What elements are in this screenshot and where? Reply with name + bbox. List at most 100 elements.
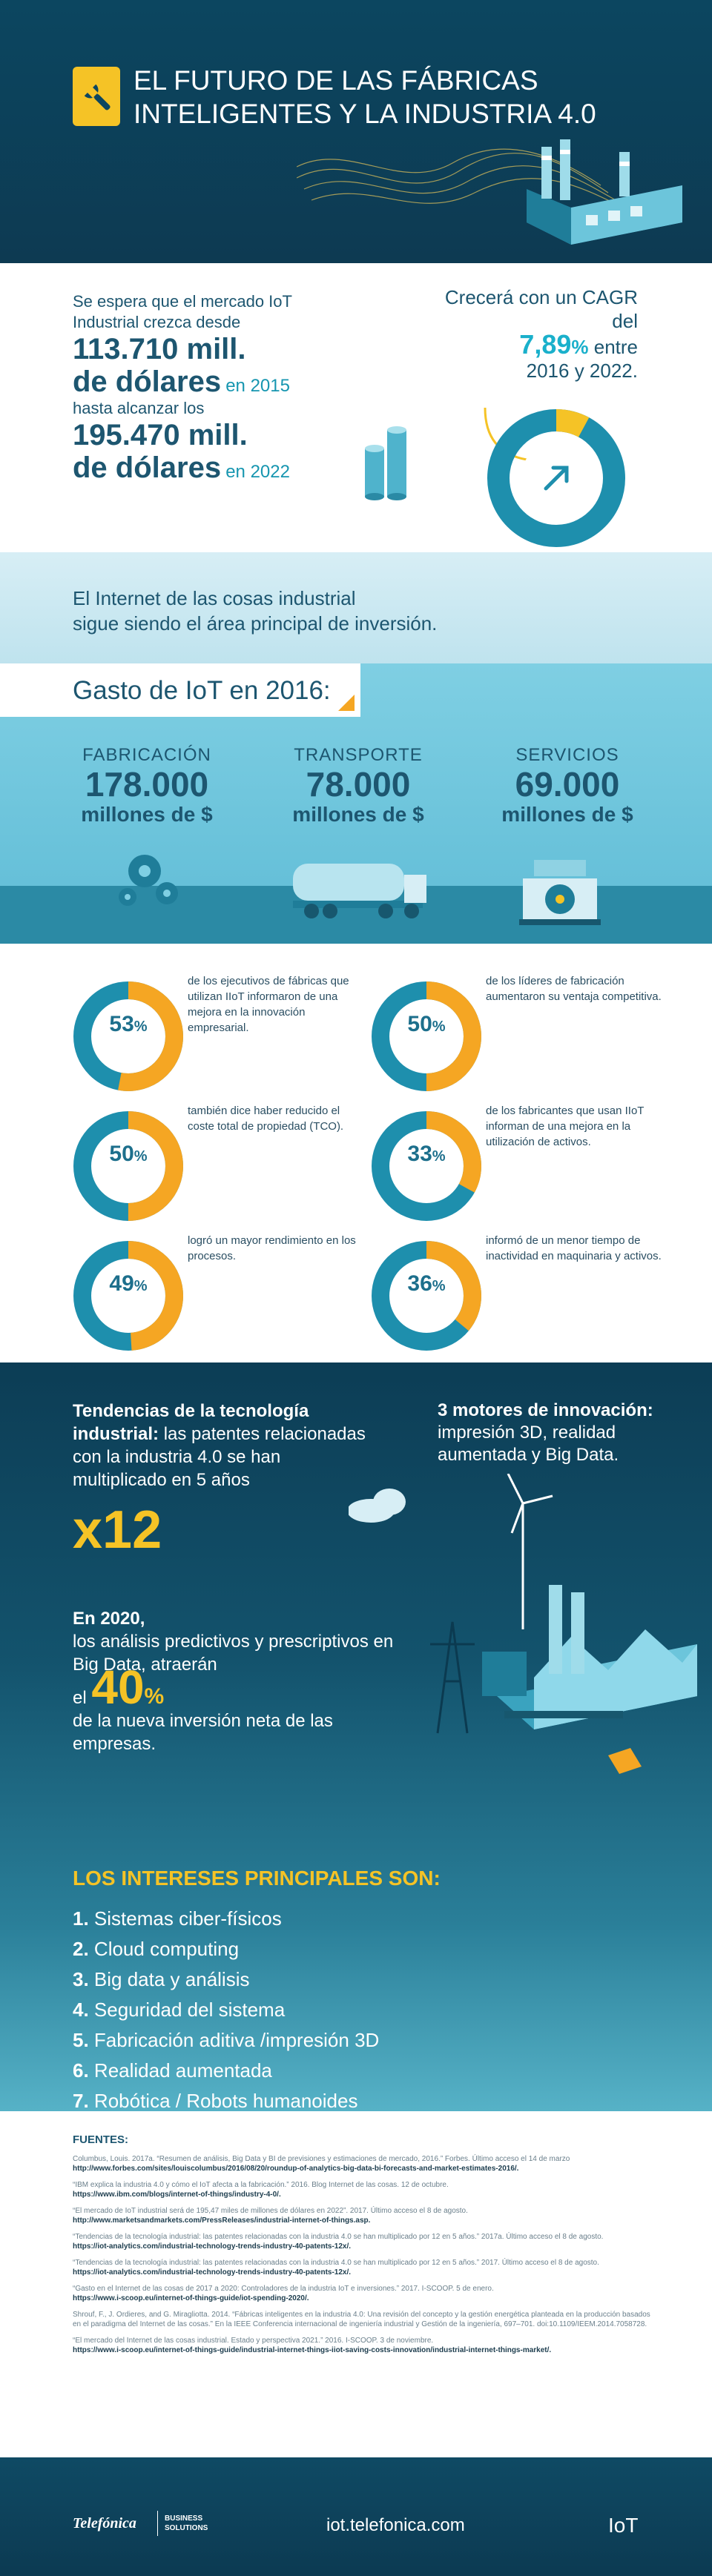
forecast-year: En 2020, — [73, 1609, 145, 1629]
wrench-icon — [84, 84, 111, 110]
list-number: 2. — [73, 1938, 89, 1960]
year-2015: en 2015 — [225, 376, 290, 396]
stat-description: también dice haber reducido el coste tot… — [188, 1105, 344, 1133]
source-link[interactable]: https://iot-analytics.com/industrial-tec… — [73, 2268, 352, 2277]
stat-percent-sign: % — [134, 1278, 148, 1294]
innovation-heading: 3 motores de innovación: — [438, 1400, 653, 1420]
spending-label: SERVICIOS — [515, 745, 619, 765]
iot-spending-section: Gasto de IoT en 2016: FABRICACIÓN 178.00… — [0, 663, 712, 944]
spending-unit: millones de $ — [292, 803, 424, 826]
stat-donut — [73, 1241, 183, 1351]
source-item: “El mercado del Internet de las cosas in… — [73, 2336, 651, 2355]
stat-percent-sign: % — [432, 1148, 446, 1165]
sources-list: Columbus, Louis. 2017a. “Resumen de anál… — [73, 2154, 651, 2362]
amount-2015-a: 113.710 mill. — [73, 333, 246, 365]
stat-donut — [372, 981, 481, 1091]
list-number: 1. — [73, 1907, 89, 1930]
investment-text: El Internet de las cosas industrial sigu… — [73, 586, 437, 636]
source-link[interactable]: http://www.forbes.com/sites/louiscolumbu… — [73, 2165, 519, 2173]
big-data-forecast-text: En 2020, los análisis predictivos y pres… — [73, 1607, 399, 1755]
list-number: 6. — [73, 2059, 89, 2082]
market-intro: Se espera que el mercado IoT Industrial … — [73, 292, 292, 331]
spending-unit: millones de $ — [501, 803, 633, 826]
source-link[interactable]: https://iot-analytics.com/industrial-tec… — [73, 2242, 352, 2251]
rock-icon — [608, 1748, 642, 1774]
spending-value: 178.000 — [85, 765, 209, 804]
source-text: “Tendencias de la tecnología industrial:… — [73, 2259, 599, 2267]
industry-illustration — [349, 1474, 697, 1774]
source-text: Columbus, Louis. 2017a. “Resumen de anál… — [73, 2155, 570, 2163]
gears-icon — [119, 855, 178, 906]
market-section: Se espera que el mercado IoT Industrial … — [0, 263, 712, 552]
trends-section: Tendencias de la tecnología industrial: … — [0, 1363, 712, 2111]
cagr-text: Crecerá con un CAGR del 7,89% entre 2016… — [415, 285, 638, 383]
spending-transport: TRANSPORTE 78.000 millones de $ — [266, 745, 451, 827]
telefonica-logo[interactable]: Telefónica — [73, 2515, 136, 2532]
amount-2022-a: 195.470 mill. — [73, 419, 248, 451]
stat-percentage: 33% — [363, 1142, 490, 1167]
source-text: Shrouf, F., J. Ordieres, and G. Miraglio… — [73, 2311, 650, 2328]
wind-turbine-icon — [507, 1474, 553, 1629]
source-item: “Tendencias de la tecnología industrial:… — [73, 2232, 651, 2251]
business-label-1: BUSINESS — [165, 2514, 203, 2523]
source-link[interactable]: https://www.i-scoop.eu/internet-of-thing… — [73, 2294, 309, 2302]
investment-section: El Internet de las cosas industrial sigu… — [0, 552, 712, 663]
stat-percentage: 49% — [65, 1271, 191, 1297]
title-line-2: INTELIGENTES Y LA INDUSTRIA 4.0 — [134, 99, 596, 129]
innovation-engines-text: 3 motores de innovación: impresión 3D, r… — [438, 1400, 682, 1466]
forecast-value: 40 — [91, 1661, 145, 1714]
stat-description: de los líderes de fabricación aumentaron… — [486, 975, 662, 1003]
truck-icon — [293, 864, 426, 918]
stat-value: 33 — [407, 1142, 432, 1166]
patent-trend-heading: Tendencias de la tecnología industrial: — [73, 1401, 309, 1444]
source-link[interactable]: http://www.marketsandmarkets.com/PressRe… — [73, 2216, 371, 2225]
list-item: 3. Big data y análisis — [73, 1964, 379, 1995]
source-item: “Tendencias de la tecnología industrial:… — [73, 2258, 651, 2277]
footer: Telefónica BUSINESS SOLUTIONS iot.telefo… — [0, 2457, 712, 2576]
stat-item: 50% de los líderes de fabricación aument… — [363, 973, 662, 1107]
power-tower-icon — [430, 1621, 475, 1734]
stat-item: 53% de los ejecutivos de fábricas que ut… — [65, 973, 362, 1107]
website-link[interactable]: iot.telefonica.com — [326, 2515, 465, 2535]
list-text: Seguridad del sistema — [93, 1999, 286, 2021]
source-item: “El mercado de IoT industrial será de 19… — [73, 2206, 651, 2225]
sources-section: FUENTES: Columbus, Louis. 2017a. “Resume… — [0, 2111, 712, 2457]
list-text: Cloud computing — [93, 1938, 240, 1960]
stat-donut — [372, 1241, 481, 1351]
cagr-post-2: 2016 y 2022. — [526, 360, 638, 382]
list-item: 5. Fabricación aditiva /impresión 3D — [73, 2025, 379, 2056]
spending-label: FABRICACIÓN — [82, 745, 211, 765]
forecast-percentage: 40% — [91, 1661, 164, 1714]
stat-value: 50 — [407, 1012, 432, 1036]
list-text: Sistemas ciber-físicos — [93, 1907, 282, 1930]
list-number: 4. — [73, 1999, 89, 2021]
list-number: 3. — [73, 1968, 89, 1990]
coin-stack-icon — [365, 426, 406, 500]
cagr-post-1: entre — [593, 336, 638, 358]
investment-line-1: El Internet de las cosas industrial — [73, 587, 356, 609]
interests-list: 1. Sistemas ciber-físicos 2. Cloud compu… — [73, 1904, 379, 2111]
list-number: 5. — [73, 2029, 89, 2051]
stat-value: 53 — [109, 1012, 134, 1036]
source-link[interactable]: https://www.ibm.com/blogs/internet-of-th… — [73, 2191, 281, 2199]
investment-line-2: sigue siendo el área principal de invers… — [73, 612, 438, 635]
stat-percentage: 53% — [65, 1012, 191, 1037]
stat-donut — [372, 1111, 481, 1221]
amount-2022-b: de dólares — [73, 451, 222, 484]
stat-item: 36% informó de un menor tiempo de inacti… — [363, 1233, 662, 1363]
spending-value: 78.000 — [306, 765, 411, 804]
corner-triangle-icon — [338, 695, 355, 711]
stat-percentage: 36% — [363, 1271, 490, 1297]
source-text: “El mercado de IoT industrial será de 19… — [73, 2207, 468, 2215]
stat-item: 49% logró un mayor rendimiento en los pr… — [65, 1233, 362, 1363]
cagr-donut — [484, 408, 625, 547]
source-item: Shrouf, F., J. Ordieres, and G. Miraglio… — [73, 2310, 651, 2329]
cagr-percent-sign: % — [571, 336, 589, 358]
list-item: 6. Realidad aumentada — [73, 2056, 379, 2086]
header-section: EL FUTURO DE LAS FÁBRICAS INTELIGENTES Y… — [0, 0, 712, 263]
stat-item: 50% también dice haber reducido el coste… — [65, 1103, 362, 1236]
list-text: Fabricación aditiva /impresión 3D — [93, 2029, 380, 2051]
stat-item: 33% de los fabricantes que usan IIoT inf… — [363, 1103, 660, 1236]
source-link[interactable]: https://www.i-scoop.eu/internet-of-thing… — [73, 2346, 552, 2354]
page-title: EL FUTURO DE LAS FÁBRICAS INTELIGENTES Y… — [134, 64, 596, 130]
